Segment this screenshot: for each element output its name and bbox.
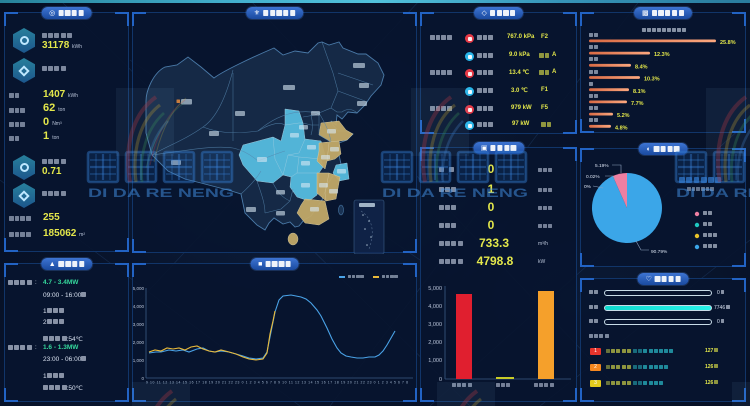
svg-text:7.7%: 7.7%	[631, 101, 644, 107]
svg-text:5.2%: 5.2%	[617, 113, 630, 119]
svg-text:10.3%: 10.3%	[644, 77, 660, 83]
svg-text:90.79%: 90.79%	[651, 249, 668, 255]
svg-text:0: 0	[141, 376, 144, 381]
svg-text:1,000: 1,000	[133, 358, 144, 363]
svg-text:2,000: 2,000	[428, 340, 442, 346]
svg-text:1,000: 1,000	[428, 358, 442, 364]
svg-text:3,000: 3,000	[428, 322, 442, 328]
svg-text:4,000: 4,000	[133, 304, 144, 309]
svg-text:3,000: 3,000	[133, 322, 144, 327]
svg-text:5.19%: 5.19%	[595, 163, 609, 169]
svg-text:8.1%: 8.1%	[633, 89, 646, 95]
svg-text:5,000: 5,000	[133, 286, 144, 291]
svg-text:4,000: 4,000	[428, 304, 442, 310]
svg-text:12.3%: 12.3%	[654, 52, 670, 58]
svg-text:25.8%: 25.8%	[720, 40, 736, 46]
svg-text:4.8%: 4.8%	[615, 125, 628, 131]
svg-text:5,000: 5,000	[428, 286, 442, 292]
svg-text:0: 0	[439, 377, 442, 383]
svg-text:9 10 11 12 13 14 15 16 17 18 1: 9 10 11 12 13 14 15 16 17 18 19 20 21 22…	[146, 381, 408, 385]
svg-text:8.4%: 8.4%	[635, 64, 648, 70]
svg-text:0%: 0%	[584, 184, 592, 190]
svg-text:0.02%: 0.02%	[586, 174, 600, 180]
svg-text:2,000: 2,000	[133, 340, 144, 345]
